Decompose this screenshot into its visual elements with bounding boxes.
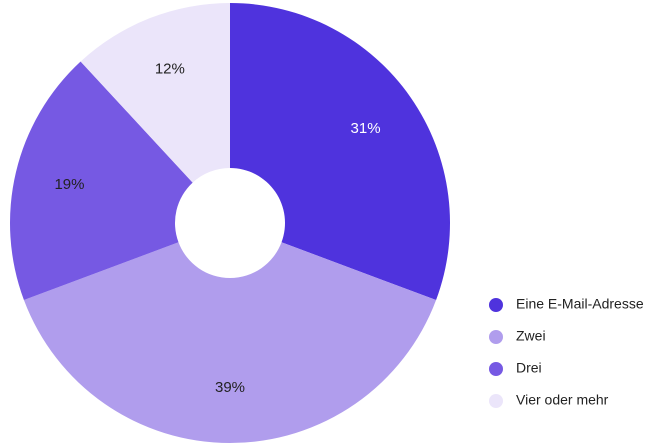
legend-swatch: [489, 362, 503, 376]
slice: [80, 3, 230, 183]
legend-swatch: [489, 394, 503, 408]
slice: [10, 61, 193, 301]
legend-swatch: [489, 298, 503, 312]
legend-label: Eine E-Mail-Adresse: [516, 296, 644, 312]
slice: [23, 242, 437, 443]
legend-label: Zwei: [516, 328, 546, 344]
legend-label: Vier oder mehr: [516, 392, 609, 408]
slice-label: 19%: [54, 176, 84, 193]
legend-label: Drei: [516, 360, 542, 376]
legend-swatch: [489, 330, 503, 344]
slice-label: 31%: [351, 120, 381, 137]
slice-label: 12%: [155, 60, 185, 77]
slice-label: 39%: [215, 379, 245, 396]
slice: [230, 3, 450, 301]
